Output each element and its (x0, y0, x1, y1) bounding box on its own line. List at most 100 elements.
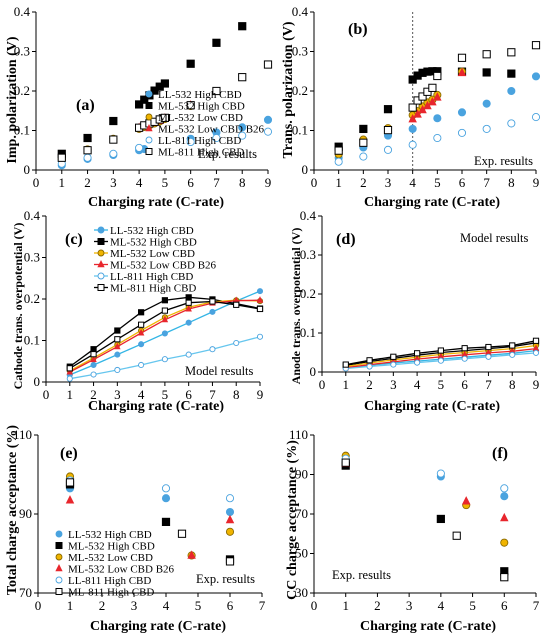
legend-marker-e (55, 542, 63, 549)
legend-label-c: ML-532 High CBD (110, 237, 197, 249)
data-point-b (507, 119, 516, 128)
data-point-a (160, 113, 169, 122)
data-point-a (83, 153, 92, 162)
data-point-d (414, 359, 421, 366)
data-point-a (263, 60, 273, 69)
data-point-a (186, 101, 195, 110)
data-point-c (185, 299, 192, 306)
y-tick-label-a: 0.2 (14, 83, 30, 98)
x-tick-label-d: 0 (319, 377, 326, 392)
data-point-b (359, 152, 368, 161)
data-point-b (433, 71, 442, 81)
ylabel-a: Imp. polarization (V) (5, 36, 20, 164)
y-tick-label-c: 0.4 (24, 208, 41, 223)
data-point-b (433, 92, 442, 101)
data-point-a (109, 135, 118, 144)
data-point-f (500, 512, 509, 522)
panel-label-b: (b) (348, 21, 368, 38)
data-point-c (233, 301, 240, 308)
data-point-b (408, 113, 417, 123)
data-point-b (383, 145, 393, 154)
x-tick-label-c: 1 (67, 387, 74, 402)
x-tick-label-e: 5 (195, 598, 202, 613)
legend-label-a: ML-811 High CBD (158, 147, 244, 159)
legend-marker-a (145, 136, 153, 144)
data-point-c (161, 330, 168, 337)
data-point-c (90, 371, 97, 378)
data-point-b (383, 105, 393, 114)
data-point-d (366, 357, 373, 364)
data-point-b (457, 67, 467, 77)
legend-marker-c (97, 249, 105, 257)
data-point-c (256, 305, 264, 313)
x-tick-label-c: 2 (90, 387, 97, 402)
data-point-a (238, 22, 247, 31)
data-point-a (135, 100, 144, 109)
legend-marker-e (55, 576, 63, 584)
y-tick-label-e: 70 (19, 585, 32, 600)
data-point-b (334, 157, 343, 166)
x-tick-label-b: 5 (434, 175, 441, 190)
y-tick-label-e: 90 (19, 506, 32, 521)
data-point-d (461, 345, 468, 352)
legend-label-e: ML-532 Low CBD B26 (68, 564, 175, 576)
data-point-c (90, 361, 97, 369)
data-point-b (383, 126, 393, 135)
data-point-f (452, 531, 461, 540)
data-point-d (485, 353, 492, 360)
data-point-c (256, 333, 264, 340)
y-tick-label-b: 0.3 (292, 44, 308, 59)
data-point-c (185, 294, 192, 301)
legend-marker-c (97, 272, 105, 280)
data-point-b (433, 114, 442, 123)
x-tick-label-c: 8 (233, 387, 240, 402)
data-point-c (114, 327, 121, 334)
y-tick-label-c: 0.2 (24, 291, 40, 306)
x-tick-label-b: 3 (385, 175, 392, 190)
data-point-f (500, 573, 509, 582)
data-point-a (263, 127, 273, 136)
ylabel-f: CC charge acceptance (%) (285, 440, 300, 600)
data-point-a (263, 115, 273, 124)
data-point-b (408, 140, 417, 149)
data-point-c (233, 339, 240, 347)
y-tick-label-d: 0.2 (300, 286, 316, 301)
data-point-b (531, 41, 541, 50)
y-tick-label-a: 0.1 (14, 123, 30, 138)
legend-marker-c (97, 284, 105, 291)
panel-b: Trans. polarization (V) Charging rate (C… (281, 4, 541, 210)
legend-label-e: LL-811 High CBD (68, 575, 151, 587)
data-point-a (57, 153, 66, 162)
x-tick-label-f: 0 (311, 598, 318, 613)
panel-label-e: (e) (60, 445, 78, 462)
panel-label-c: (c) (65, 231, 83, 248)
data-point-c (114, 342, 121, 350)
x-tick-label-f: 2 (374, 598, 381, 613)
legend-label-a: ML-532 High CBD (158, 101, 245, 113)
data-point-d (461, 355, 468, 362)
data-point-e (225, 557, 235, 566)
x-tick-label-b: 6 (459, 175, 466, 190)
y-tick-label-b: 0 (302, 162, 309, 177)
x-tick-label-e: 3 (131, 598, 138, 613)
data-point-b (359, 138, 368, 147)
data-point-c (90, 346, 97, 353)
data-point-d (509, 351, 516, 358)
legend-label-a: LL-811 High CBD (158, 135, 241, 147)
data-point-b (482, 99, 491, 108)
y-tick-label-d: 0.4 (300, 208, 317, 223)
annotation-b: Exp. results (474, 154, 533, 168)
data-point-a (238, 123, 247, 132)
y-tick-label-f: 30 (295, 585, 308, 600)
legend-marker-a (145, 102, 153, 109)
legend-label-c: ML-532 Low CBD B26 (110, 260, 217, 272)
x-tick-label-f: 7 (533, 598, 540, 613)
legend-label-e: ML-532 High CBD (68, 541, 155, 553)
data-point-c (256, 296, 264, 303)
data-point-d (509, 342, 516, 349)
panel-f: CC charge acceptance (%) Charging rate (… (285, 427, 540, 634)
x-tick-label-e: 1 (67, 598, 74, 613)
x-tick-label-d: 1 (343, 377, 350, 392)
data-point-c (256, 288, 264, 295)
